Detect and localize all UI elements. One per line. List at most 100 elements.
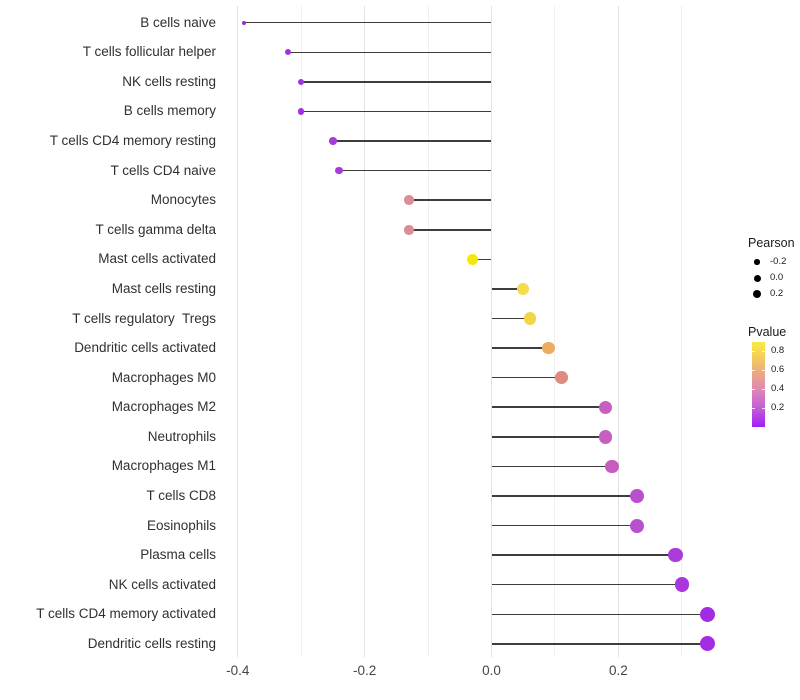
size-legend-label: 0.2	[770, 288, 784, 299]
y-axis-label: T cells CD8	[146, 487, 216, 503]
y-axis-label: T cells CD4 memory activated	[36, 606, 216, 622]
lollipop-stem	[491, 583, 682, 586]
lollipop-stem	[409, 229, 492, 231]
y-axis-label: Macrophages M0	[111, 369, 216, 385]
lollipop-stem	[491, 465, 613, 468]
gridline-minor	[554, 6, 556, 657]
y-axis-label: Plasma cells	[140, 547, 216, 563]
y-axis-label: Macrophages M2	[111, 399, 216, 415]
gridline-minor	[300, 6, 302, 657]
colorbar-tick-label: 0.4	[771, 382, 785, 394]
lollipop-stem	[491, 376, 562, 379]
size-legend-label: -0.2	[770, 256, 787, 267]
lollipop-dot	[404, 195, 414, 205]
y-axis-label: Dendritic cells activated	[74, 340, 216, 356]
colorbar-tick	[752, 369, 755, 371]
lollipop-dot	[523, 312, 536, 325]
lollipop-dot	[699, 636, 715, 652]
pvalue-colorbar	[752, 342, 765, 427]
colorbar-tick	[762, 407, 765, 409]
x-axis-tick-label: 0.2	[608, 663, 628, 678]
lollipop-stem	[472, 258, 492, 261]
y-axis-label: Dendritic cells resting	[87, 635, 216, 651]
lollipop-dot	[467, 253, 478, 265]
size-legend-key-dot	[754, 259, 760, 265]
y-axis-label: Macrophages M1	[111, 458, 216, 474]
size-legend-title: Pearson	[748, 236, 795, 250]
gridline-major	[491, 6, 492, 657]
lollipop-stem	[491, 317, 530, 320]
lollipop-stem	[332, 140, 492, 142]
lollipop-dot	[605, 459, 619, 474]
x-axis-tick-label: -0.2	[352, 663, 377, 678]
y-axis-label: Mast cells activated	[98, 251, 216, 267]
y-axis-label: B cells memory	[123, 103, 216, 119]
colorbar-tick	[752, 407, 755, 409]
lollipop-dot	[699, 606, 715, 622]
lollipop-dot	[598, 400, 613, 414]
lollipop-stem	[244, 21, 492, 24]
x-axis-tick-label: -0.4	[226, 663, 250, 678]
y-axis-label: B cells naive	[140, 14, 216, 30]
lollipop-dot	[542, 341, 555, 355]
lollipop-dot	[297, 108, 305, 115]
lollipop-dot	[517, 282, 530, 295]
lollipop-stem	[491, 643, 708, 645]
lollipop-stem	[491, 613, 708, 616]
lollipop-dot	[285, 49, 292, 56]
y-axis-label: Monocytes	[150, 192, 216, 208]
lollipop-dot	[335, 166, 344, 175]
y-axis-label: T cells gamma delta	[95, 221, 216, 237]
lollipop-stem	[301, 81, 492, 83]
lollipop-stem	[491, 495, 638, 497]
colorbar-tick	[752, 388, 755, 390]
gridline-major	[364, 6, 366, 657]
colorbar-tick-label: 0.2	[771, 401, 785, 413]
lollipop-dot	[554, 371, 568, 384]
colorbar-tick	[762, 388, 765, 390]
lollipop-stem	[491, 524, 638, 527]
lollipop-dot	[630, 518, 645, 533]
colorbar-tick-label: 0.6	[771, 363, 785, 375]
y-axis-label: NK cells resting	[122, 73, 216, 89]
lollipop-dot	[404, 225, 414, 235]
colorbar-tick	[762, 369, 765, 371]
size-legend-key-dot	[753, 274, 761, 282]
color-legend-title: Pvalue	[748, 325, 787, 339]
lollipop-stem	[301, 110, 492, 113]
lollipop-stem	[409, 199, 492, 201]
lollipop-stem	[288, 51, 492, 54]
x-axis-tick-label: 0.0	[482, 663, 501, 678]
gridline-minor	[681, 6, 683, 657]
colorbar-tick	[752, 350, 755, 352]
gridline-major	[617, 6, 619, 657]
lollipop-dot	[297, 78, 305, 86]
lollipop-dot	[668, 547, 683, 563]
lollipop-stem	[339, 169, 492, 172]
lollipop-dot	[630, 489, 645, 503]
y-axis-label: T cells regulatory Tregs	[72, 310, 216, 326]
y-axis-label: Neutrophils	[147, 428, 216, 444]
y-axis-label: T cells CD4 naive	[110, 162, 216, 178]
y-axis-label: T cells CD4 memory resting	[49, 133, 216, 149]
y-axis-label: T cells follicular helper	[82, 44, 216, 60]
size-legend-label: 0.0	[770, 272, 784, 283]
lollipop-stem	[491, 436, 606, 438]
colorbar-tick-label: 0.8	[771, 344, 785, 356]
lollipop-dot	[242, 20, 247, 25]
lollipop-dot	[674, 577, 690, 593]
y-axis-label: Mast cells resting	[111, 280, 216, 296]
gridline-major	[237, 6, 239, 657]
lollipop-stem	[491, 288, 524, 290]
y-axis-label: NK cells activated	[108, 576, 216, 592]
lollipop-dot	[598, 430, 613, 444]
size-legend-key-dot	[752, 289, 762, 299]
lollipop-stem	[491, 406, 606, 408]
gridline-minor	[427, 6, 429, 657]
lollipop-stem	[491, 554, 676, 556]
lollipop-stem	[491, 347, 549, 349]
colorbar-tick	[762, 350, 765, 352]
y-axis-label: Eosinophils	[146, 517, 216, 533]
lollipop-dot	[329, 137, 337, 145]
